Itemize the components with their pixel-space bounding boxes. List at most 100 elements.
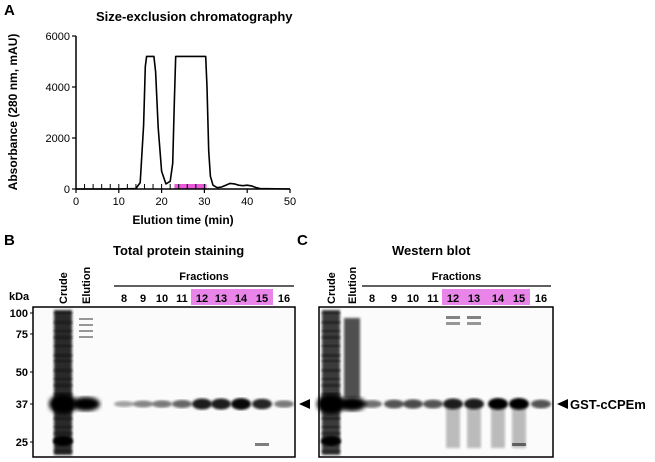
- fraction-low-band: [255, 443, 269, 446]
- panel-label-a: A: [4, 2, 15, 19]
- fraction-number: 13: [468, 293, 480, 305]
- fraction-smear: [512, 408, 526, 448]
- crude-band: [322, 384, 340, 387]
- fraction-number: 14: [492, 293, 505, 305]
- fraction-band: [152, 400, 172, 408]
- fraction-high-band: [467, 316, 481, 319]
- band-label: GST-cCPEm: [570, 397, 646, 412]
- fraction-low-band: [512, 443, 526, 446]
- fraction-number: 14: [235, 293, 248, 305]
- fraction-number: 10: [407, 293, 419, 305]
- lane-label-crude: Crude: [58, 272, 70, 304]
- gel-frame: [32, 306, 296, 458]
- fraction-highlight: [442, 289, 530, 305]
- band-arrow-c: [557, 399, 568, 409]
- fraction-band: [531, 399, 551, 409]
- crude-band: [322, 360, 340, 362]
- x-tick-label: 50: [284, 196, 296, 208]
- crude-low-band: [53, 436, 73, 446]
- fraction-number: 12: [196, 293, 208, 305]
- lane-label-crude: Crude: [326, 272, 338, 304]
- crude-band: [54, 450, 72, 453]
- fraction-band: [274, 400, 294, 408]
- x-tick-label: 30: [198, 196, 210, 208]
- y-axis-label: Absorbance (280 nm, mAU): [6, 34, 20, 191]
- y-tick-label: 6000: [46, 31, 70, 43]
- crude-band: [322, 312, 340, 314]
- crude-band: [54, 321, 72, 324]
- marker-label: 25: [16, 437, 28, 449]
- fraction-number: 15: [256, 293, 268, 305]
- fraction-band: [231, 398, 251, 410]
- x-tick-label: 20: [155, 196, 167, 208]
- fraction-number: 10: [156, 293, 168, 305]
- fraction-band: [403, 399, 423, 409]
- x-tick-label: 10: [113, 196, 125, 208]
- crude-band: [322, 426, 340, 428]
- crude-band: [322, 417, 340, 420]
- marker-label: 50: [16, 367, 28, 379]
- elution-main-band: [338, 397, 366, 411]
- band-arrow-b: [299, 399, 310, 409]
- gel-figures: kDa 100 75 50 37 25 Fractions 8 9 10 11 12 13 14 15 16 C…: [9, 266, 646, 458]
- fraction-band: [423, 399, 443, 409]
- crude-band: [322, 345, 340, 347]
- x-axis-label: Elution time (min): [132, 213, 233, 227]
- fraction-number: 9: [140, 293, 146, 305]
- y-tick-label: 2000: [46, 133, 70, 145]
- y-tick-label: 4000: [46, 82, 70, 94]
- fraction-band: [509, 398, 529, 410]
- crude-band: [54, 330, 72, 332]
- fraction-band: [443, 398, 463, 410]
- crude-main-band: [317, 394, 345, 414]
- fraction-number: 13: [215, 293, 227, 305]
- fraction-band: [211, 398, 231, 410]
- y-tick-label: 0: [64, 184, 70, 196]
- marker-label: 37: [16, 399, 28, 411]
- crude-band: [322, 450, 340, 453]
- crude-main-band: [49, 394, 77, 414]
- fraction-highlight: [191, 289, 273, 305]
- fraction-band: [488, 398, 508, 410]
- crude-band: [54, 417, 72, 420]
- fraction-smear: [446, 408, 460, 448]
- crude-low-band: [321, 436, 341, 446]
- fraction-number: 16: [535, 293, 547, 305]
- fraction-band: [172, 399, 192, 409]
- marker-label: 75: [16, 329, 28, 341]
- fraction-band: [252, 398, 272, 410]
- fraction-smear: [491, 408, 505, 448]
- fraction-number: 11: [176, 293, 188, 305]
- fraction-band: [362, 400, 382, 408]
- elution-main-band: [72, 397, 100, 411]
- elution-lane-smear: [344, 318, 360, 398]
- x-tick-label: 0: [73, 196, 79, 208]
- absorbance-trace: [76, 55, 291, 190]
- fraction-high-band: [467, 322, 481, 325]
- crude-band: [54, 354, 72, 357]
- fraction-band: [114, 400, 134, 408]
- kda-label: kDa: [9, 291, 30, 303]
- crude-band: [322, 321, 340, 324]
- fraction-high-band: [446, 322, 460, 325]
- lane-label-elution: Elution: [81, 266, 93, 304]
- crude-band: [322, 432, 340, 435]
- fraction-number: 8: [121, 293, 127, 305]
- crude-band: [54, 384, 72, 387]
- fraction-band: [133, 400, 153, 408]
- fraction-high-band: [446, 316, 460, 319]
- elution-upper-band: [79, 336, 93, 338]
- fractions-label: Fractions: [179, 271, 229, 283]
- marker-label: 100: [10, 308, 28, 320]
- fraction-number: 8: [369, 293, 375, 305]
- fraction-number: 16: [278, 293, 290, 305]
- crude-band: [54, 345, 72, 347]
- crude-band: [54, 360, 72, 362]
- elution-upper-band: [79, 324, 93, 326]
- crude-band: [54, 378, 72, 380]
- crude-band: [322, 336, 340, 339]
- chromatogram-chart: 0 2000 4000 6000 0 10 20 30 40 50 Absorbance (280…: [6, 31, 296, 227]
- x-tick-label: 40: [241, 196, 253, 208]
- chart-title: Size-exclusion chromatography: [96, 9, 293, 24]
- fraction-highlight: [174, 184, 207, 189]
